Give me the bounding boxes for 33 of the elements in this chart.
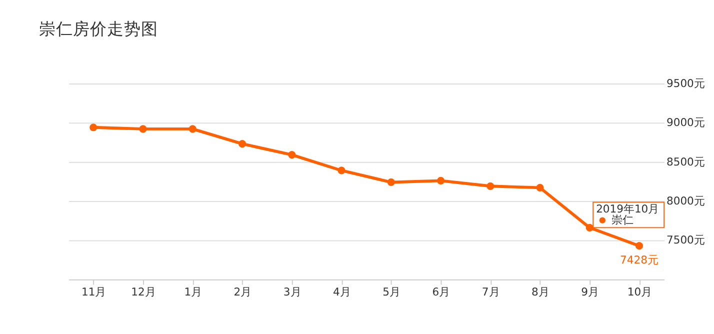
- x-tick-label: 3月: [283, 286, 302, 299]
- annotation: 2019年10月: [596, 202, 660, 216]
- point: [436, 176, 445, 184]
- chart-title: 崇仁房价走势图: [39, 20, 158, 39]
- y-tick-label: 9000元: [666, 116, 705, 130]
- legend-label: 崇仁: [612, 213, 634, 226]
- x-tick-label: 2月: [234, 286, 252, 299]
- point: [90, 124, 98, 132]
- y-tick-label: 7500元: [666, 234, 705, 247]
- point: [288, 151, 296, 159]
- data-label: 7428元: [620, 253, 658, 266]
- x-tick-label: 9月: [581, 286, 600, 299]
- x-tick-label: 11月: [82, 286, 106, 299]
- point: [536, 184, 544, 192]
- y-tick-label: 9500元: [666, 76, 705, 90]
- point: [635, 242, 644, 250]
- x-tick-label: 4月: [333, 286, 351, 299]
- point: [139, 125, 147, 133]
- y-tick-label: 8000元: [666, 194, 705, 208]
- x-tick-label: 10月: [627, 286, 652, 299]
- point: [338, 166, 346, 174]
- x-tick-label: 7月: [482, 286, 500, 299]
- x-tick-label: 5月: [382, 286, 401, 299]
- x-tick-label: 6月: [432, 286, 450, 299]
- x-tick-label: 1月: [184, 286, 202, 299]
- x-tick-label: 12月: [131, 286, 156, 299]
- point: [387, 178, 395, 186]
- point: [188, 125, 196, 133]
- y-tick-label: 8500元: [666, 155, 705, 168]
- x-tick-label: 8月: [532, 286, 550, 299]
- point: [238, 140, 246, 148]
- point: [586, 224, 594, 232]
- point: [486, 182, 494, 190]
